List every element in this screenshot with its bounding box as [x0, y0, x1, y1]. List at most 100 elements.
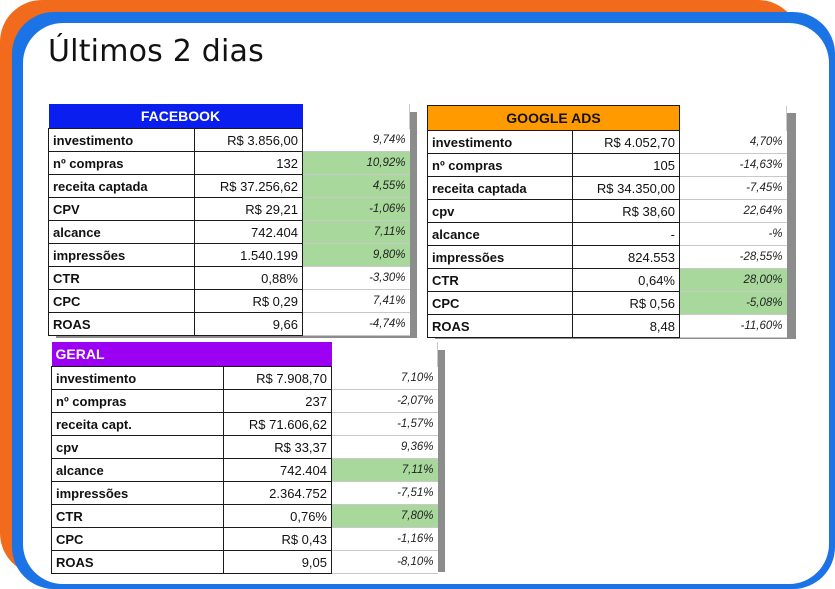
metric-value: 237: [223, 389, 332, 413]
metric-change: 4,55%: [302, 174, 410, 198]
metric-change: -11,60%: [679, 314, 787, 338]
table-row: alcance 742.404 7,11%: [48, 220, 410, 244]
table-row: CPC R$ 0,56 -5,08%: [427, 291, 787, 315]
metric-change: -1,16%: [331, 527, 438, 551]
metric-change: -8,10%: [331, 550, 438, 574]
metric-value: 742.404: [194, 220, 303, 244]
metric-value: 9,66: [194, 312, 303, 336]
metric-value: R$ 0,43: [223, 527, 332, 551]
metric-value: 1.540.199: [194, 243, 303, 267]
metric-change: 22,64%: [679, 199, 787, 223]
table-title: GERAL: [51, 342, 332, 367]
table-row: receita captada R$ 34.350,00 -7,45%: [427, 176, 787, 200]
metric-value: 0,64%: [572, 268, 680, 292]
metric-value: 0,88%: [194, 266, 303, 290]
metric-label: ROAS: [427, 314, 573, 338]
metric-change: 4,70%: [679, 130, 787, 154]
metric-value: R$ 37.256,62: [194, 174, 303, 198]
facebook-block: FACEBOOK investimento R$ 3.856,00 9,74% nº c…: [48, 104, 417, 338]
metric-label: nº compras: [48, 151, 195, 175]
metric-change: 7,10%: [331, 366, 438, 390]
table-title: FACEBOOK: [48, 104, 303, 129]
metric-label: CPC: [51, 527, 224, 551]
metric-change: -%: [679, 222, 787, 246]
metric-label: investimento: [51, 366, 224, 390]
metric-label: nº compras: [427, 153, 573, 177]
metric-label: receita captada: [427, 176, 573, 200]
metric-value: R$ 29,21: [194, 197, 303, 221]
metric-change: -7,51%: [331, 481, 438, 505]
metric-value: R$ 0,29: [194, 289, 303, 313]
metric-value: 8,48: [572, 314, 680, 338]
metric-label: impressões: [427, 245, 573, 269]
table-row: CPC R$ 0,29 7,41%: [48, 289, 410, 313]
metric-value: R$ 34.350,00: [572, 176, 680, 200]
metric-value: R$ 71.606,62: [223, 412, 332, 436]
metric-change: 7,11%: [302, 220, 410, 244]
table-row: cpv R$ 33,37 9,36%: [51, 435, 438, 459]
metric-value: R$ 3.856,00: [194, 128, 303, 152]
table-row: impressões 2.364.752 -7,51%: [51, 481, 438, 505]
table-header-row: GOOGLE ADS: [427, 105, 787, 131]
table-row: cpv R$ 38,60 22,64%: [427, 199, 787, 223]
metric-change: 9,74%: [302, 128, 410, 152]
metric-change: 9,36%: [331, 435, 438, 459]
metric-label: CPC: [48, 289, 195, 313]
metric-change: -28,55%: [679, 245, 787, 269]
metric-value: 9,05: [223, 550, 332, 574]
metric-value: 824.553: [572, 245, 680, 269]
metric-change: 7,80%: [331, 504, 438, 528]
metric-label: impressões: [51, 481, 224, 505]
metric-change: -2,07%: [331, 389, 438, 413]
metric-label: cpv: [427, 199, 573, 223]
table-row: CTR 0,88% -3,30%: [48, 266, 410, 290]
metric-value: R$ 4.052,70: [572, 130, 680, 154]
table-header-row: FACEBOOK: [48, 104, 410, 129]
metric-change: -1,06%: [302, 197, 410, 221]
header-blank-cell: [331, 342, 438, 367]
metric-value: 0,76%: [223, 504, 332, 528]
table-row: CTR 0,64% 28,00%: [427, 268, 787, 292]
table-row: nº compras 105 -14,63%: [427, 153, 787, 177]
table-row: CPC R$ 0,43 -1,16%: [51, 527, 438, 551]
table-row: CTR 0,76% 7,80%: [51, 504, 438, 528]
table-row: investimento R$ 3.856,00 9,74%: [48, 128, 410, 152]
metric-label: CPV: [48, 197, 195, 221]
table-row: receita capt. R$ 71.606,62 -1,57%: [51, 412, 438, 436]
metric-change: 9,80%: [302, 243, 410, 267]
metric-label: CTR: [51, 504, 224, 528]
metric-value: 742.404: [223, 458, 332, 482]
metric-label: receita capt.: [51, 412, 224, 436]
metric-change: -1,57%: [331, 412, 438, 436]
geral-block: GERAL investimento R$ 7.908,70 7,10% nº comp…: [51, 342, 445, 574]
metric-change: -14,63%: [679, 153, 787, 177]
metric-change: 28,00%: [679, 268, 787, 292]
metric-label: CTR: [427, 268, 573, 292]
metric-change: 10,92%: [302, 151, 410, 175]
metric-change: -3,30%: [302, 266, 410, 290]
table-row: investimento R$ 4.052,70 4,70%: [427, 130, 787, 154]
metric-change: -4,74%: [302, 312, 410, 336]
table-row: impressões 1.540.199 9,80%: [48, 243, 410, 267]
page-title: Últimos 2 dias: [48, 34, 264, 69]
table-row: receita captada R$ 37.256,62 4,55%: [48, 174, 410, 198]
table-header-row: GERAL: [51, 342, 438, 367]
metric-label: alcance: [427, 222, 573, 246]
metric-value: 105: [572, 153, 680, 177]
geral-table: GERAL investimento R$ 7.908,70 7,10% nº comp…: [51, 342, 438, 574]
table-row: CPV R$ 29,21 -1,06%: [48, 197, 410, 221]
table-row: ROAS 9,66 -4,74%: [48, 312, 410, 336]
metric-label: CPC: [427, 291, 573, 315]
metric-value: R$ 38,60: [572, 199, 680, 223]
table-row: investimento R$ 7.908,70 7,10%: [51, 366, 438, 390]
metric-label: investimento: [427, 130, 573, 154]
table-row: alcance - -%: [427, 222, 787, 246]
metric-label: cpv: [51, 435, 224, 459]
metric-value: R$ 0,56: [572, 291, 680, 315]
google-ads-table: GOOGLE ADS investimento R$ 4.052,70 4,70% nº…: [427, 105, 787, 338]
metric-value: -: [572, 222, 680, 246]
metric-change: 7,11%: [331, 458, 438, 482]
table-row: alcance 742.404 7,11%: [51, 458, 438, 482]
metric-label: impressões: [48, 243, 195, 267]
table-row: nº compras 237 -2,07%: [51, 389, 438, 413]
